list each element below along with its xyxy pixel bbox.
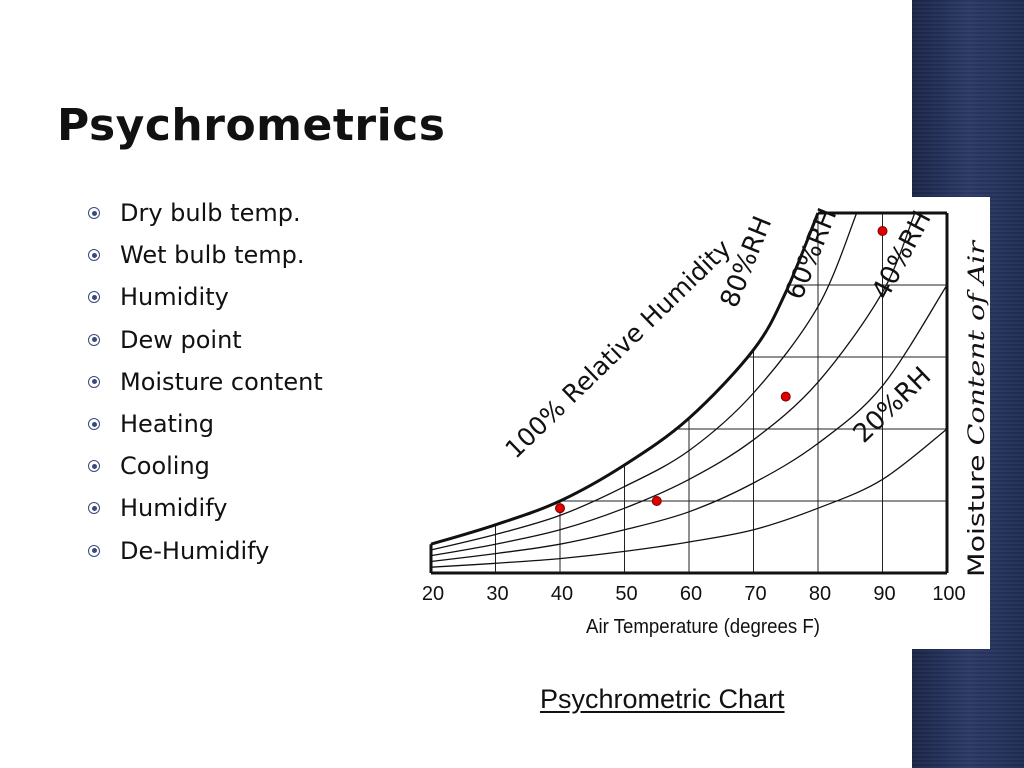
- bullet-circle-icon: [88, 375, 100, 388]
- curve-label: 20%RH: [848, 361, 937, 449]
- bullet-circle-icon: [88, 207, 100, 220]
- bullet-item: Humidify: [88, 487, 323, 529]
- bullet-text: Wet bulb temp.: [120, 241, 305, 270]
- bullet-item: Moisture content: [88, 361, 323, 403]
- series-line: [430, 212, 916, 557]
- chart-points: [555, 226, 888, 514]
- psychrometric-chart: 20 30 40 50 60 70 80 90 100 100% Relative Humidi…: [418, 197, 990, 649]
- bullet-item: De-Humidify: [88, 530, 323, 572]
- chart-svg: 20 30 40 50 60 70 80 90 100 100% Relative Humidi…: [422, 204, 990, 638]
- bullet-text: Dry bulb temp.: [120, 199, 301, 228]
- series-line: [430, 428, 948, 568]
- bullet-circle-icon: [88, 291, 100, 304]
- bullet-text: Moisture content: [120, 367, 323, 396]
- chart-series: [430, 212, 948, 568]
- x-tick-label: 30: [486, 583, 508, 605]
- bullet-text: Humidity: [120, 283, 229, 312]
- bullet-item: Cooling: [88, 445, 323, 487]
- bullet-text: Dew point: [120, 325, 242, 354]
- y-axis-label-part: Content of Air: [965, 239, 990, 445]
- y-axis-label: Moisture Content of Air: [965, 239, 990, 577]
- bullet-circle-icon: [88, 502, 100, 515]
- bullet-circle-icon: [88, 333, 100, 346]
- data-point: [555, 503, 565, 514]
- chart-frame: [429, 211, 949, 575]
- x-tick-label: 80: [809, 583, 831, 605]
- chart-ticks: 20 30 40 50 60 70 80 90 100: [422, 583, 966, 605]
- x-tick-label: 40: [551, 583, 573, 605]
- bullet-circle-icon: [88, 249, 100, 262]
- bullet-circle-icon: [88, 544, 100, 557]
- data-point: [780, 391, 791, 402]
- bullet-list: Dry bulb temp. Wet bulb temp. Humidity D…: [88, 192, 323, 572]
- x-tick-label: 90: [873, 583, 895, 605]
- slide-title: Psychrometrics: [57, 100, 446, 151]
- chart-caption: Psychrometric Chart: [540, 684, 785, 714]
- bullet-item: Wet bulb temp.: [88, 234, 323, 276]
- bullet-circle-icon: [88, 418, 100, 431]
- bullet-item: Dry bulb temp.: [88, 192, 323, 234]
- bullet-item: Dew point: [88, 319, 323, 361]
- bullet-text: Cooling: [120, 452, 210, 481]
- x-tick-label: 70: [744, 583, 766, 605]
- series-line: [430, 212, 820, 546]
- bullet-text: Heating: [120, 410, 215, 439]
- data-point: [651, 496, 662, 506]
- x-tick-label: 50: [615, 583, 637, 605]
- x-axis-label: Air Temperature (degrees F): [586, 616, 820, 638]
- bullet-circle-icon: [88, 460, 100, 473]
- bullet-text: De-Humidify: [120, 536, 270, 565]
- series-line: [430, 284, 948, 563]
- x-tick-label: 60: [680, 583, 702, 605]
- data-point: [877, 226, 888, 236]
- bullet-item: Heating: [88, 403, 323, 445]
- x-tick-label: 100: [932, 583, 965, 605]
- chart-grid: [495, 213, 947, 573]
- bullet-item: Humidity: [88, 276, 323, 318]
- curve-label: 40%RH: [866, 206, 937, 304]
- y-axis-label-part: Moisture: [965, 454, 990, 577]
- curve-label: 60%RH: [780, 204, 844, 304]
- series-line: [430, 212, 858, 551]
- x-tick-label: 20: [422, 583, 444, 605]
- bullet-text: Humidify: [120, 494, 228, 523]
